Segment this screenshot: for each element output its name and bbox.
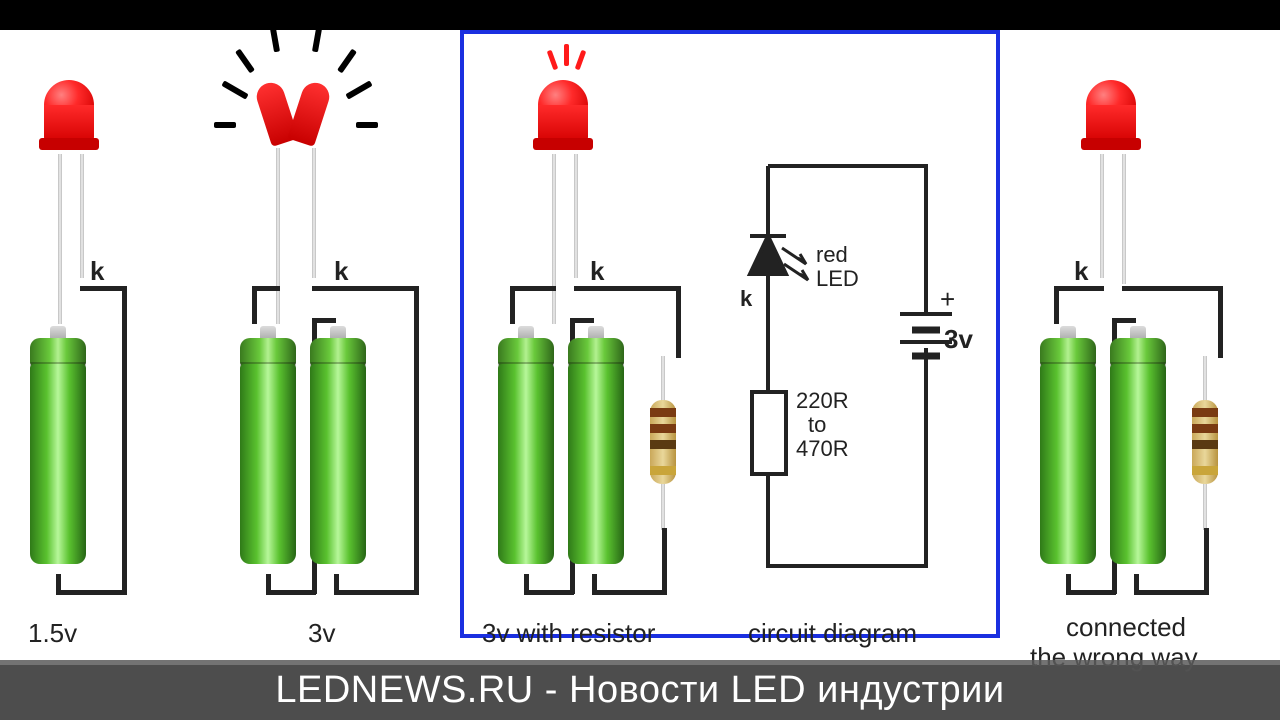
cathode-label: k bbox=[90, 256, 104, 287]
led-leg-cathode bbox=[1100, 154, 1104, 278]
cathode-label: k bbox=[1074, 256, 1088, 287]
battery-icon bbox=[568, 326, 624, 574]
led-leg-anode bbox=[58, 154, 62, 324]
resistor-icon bbox=[650, 356, 676, 526]
panel-caption: 3v bbox=[308, 618, 335, 649]
panel-caption: connected bbox=[1066, 612, 1186, 643]
led-icon bbox=[44, 80, 94, 152]
led-leg-cathode bbox=[312, 148, 316, 278]
panel-4: red LED k + 3v 220R to 470R circuit diag… bbox=[720, 30, 990, 665]
battery-icon bbox=[310, 326, 366, 574]
cathode-label: k bbox=[334, 256, 348, 287]
schem-led-label-2: LED bbox=[816, 266, 859, 292]
schem-plus: + bbox=[940, 284, 955, 315]
led-icon bbox=[1086, 80, 1136, 152]
battery-icon bbox=[240, 326, 296, 574]
panel-2: k 3v bbox=[216, 30, 446, 665]
schem-r3: 470R bbox=[796, 436, 849, 462]
battery-icon bbox=[1110, 326, 1166, 574]
schematic-svg bbox=[720, 30, 990, 610]
led-icon bbox=[538, 80, 588, 152]
footer-overlay: LEDNEWS.RU - Новости LED индустрии bbox=[0, 660, 1280, 720]
schem-batt: 3v bbox=[944, 324, 973, 355]
led-leg-anode bbox=[276, 148, 280, 324]
resistor-icon bbox=[1192, 356, 1218, 526]
panel-caption: 1.5v bbox=[28, 618, 77, 649]
panel-caption: 3v with resistor bbox=[482, 618, 655, 649]
led-leg-cathode bbox=[80, 154, 84, 278]
battery-icon bbox=[498, 326, 554, 574]
footer-text: LEDNEWS.RU - Новости LED индустрии bbox=[275, 669, 1004, 711]
battery-icon bbox=[30, 326, 86, 574]
panel-caption: circuit diagram bbox=[748, 618, 917, 649]
diagram-canvas: k 1.5v k bbox=[0, 30, 1280, 665]
led-leg-anode bbox=[1122, 154, 1126, 284]
schem-r1: 220R bbox=[796, 388, 849, 414]
led-leg-anode bbox=[552, 154, 556, 324]
panel-5: k connected the wrong way bbox=[1014, 30, 1274, 665]
schem-led-label-1: red bbox=[816, 242, 848, 268]
panel-3: k 3v with resistor bbox=[476, 30, 716, 665]
led-broken-right bbox=[287, 79, 333, 147]
panel-1: k 1.5v bbox=[16, 30, 196, 665]
schem-k: k bbox=[740, 286, 752, 312]
led-leg-cathode bbox=[574, 154, 578, 278]
battery-icon bbox=[1040, 326, 1096, 574]
schem-r2: to bbox=[808, 412, 826, 438]
cathode-label: k bbox=[590, 256, 604, 287]
